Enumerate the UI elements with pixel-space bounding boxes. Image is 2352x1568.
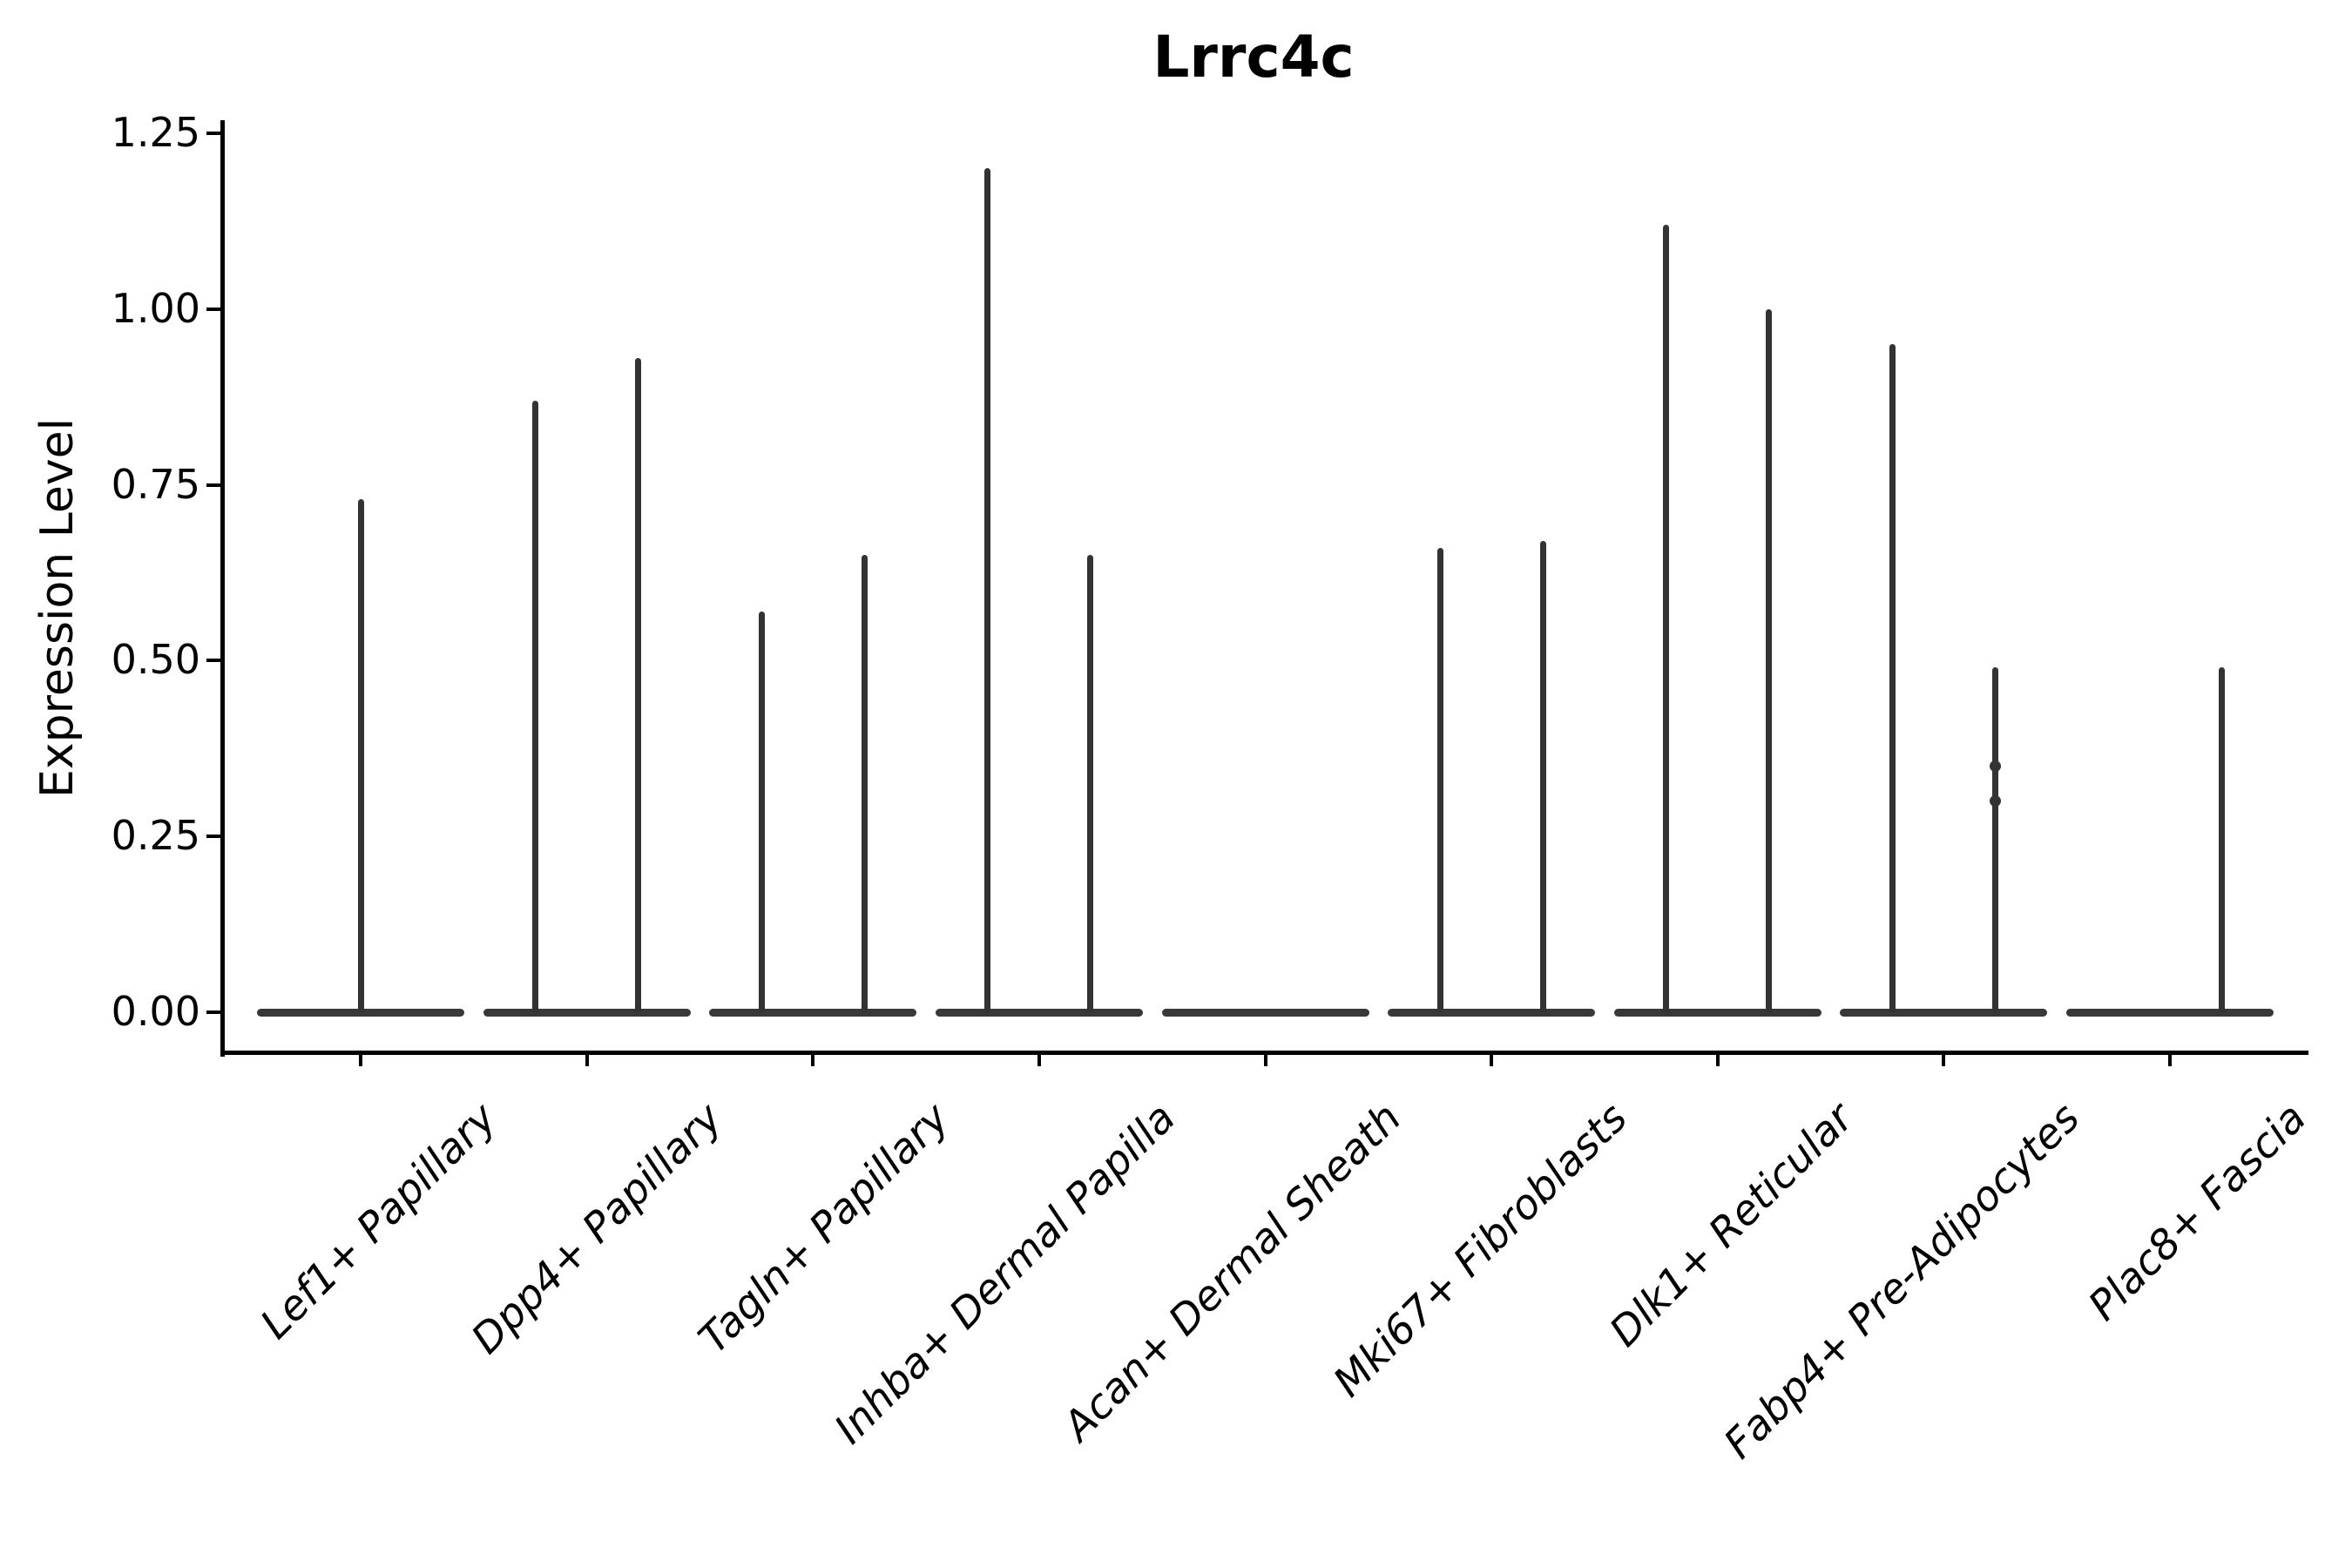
x-tick [2168, 1052, 2172, 1066]
y-tick [206, 1010, 220, 1014]
x-tick-label: Plac8+ Fascia [2078, 1093, 2315, 1330]
violin-spike [357, 498, 364, 1012]
y-tick [206, 659, 220, 663]
y-tick-label: 1.00 [111, 284, 200, 332]
violin-spike [1889, 344, 1896, 1012]
x-tick [811, 1052, 815, 1066]
x-tick [1490, 1052, 1494, 1066]
y-tick [206, 483, 220, 487]
x-tick [1263, 1052, 1267, 1066]
violin-spike [1766, 308, 1773, 1012]
y-axis-spine [220, 120, 225, 1057]
x-tick-label: Dpp4+ Papillary [463, 1093, 733, 1364]
violin-spike [2218, 667, 2225, 1012]
x-tick [1942, 1052, 1946, 1066]
violin-baseline [935, 1008, 1143, 1017]
violin-spike [758, 611, 765, 1012]
y-tick-label: 0.00 [111, 988, 200, 1035]
x-tick [359, 1052, 362, 1066]
chart-title: Lrrc4c [1152, 24, 1355, 91]
y-tick-label: 0.75 [111, 460, 200, 508]
violin-spike [861, 555, 868, 1012]
violin-baseline [257, 1008, 464, 1017]
y-tick-label: 0.25 [111, 812, 200, 860]
x-tick [585, 1052, 589, 1066]
violin-spike [532, 400, 539, 1012]
x-tick [1037, 1052, 1041, 1066]
violin-spike [1991, 667, 1998, 1012]
violin-baseline [1388, 1008, 1596, 1017]
violin-baseline [709, 1008, 917, 1017]
violin-spike [1436, 548, 1443, 1012]
violin-knot [1989, 795, 2001, 808]
violin-spike [1087, 555, 1094, 1012]
y-tick [206, 835, 220, 839]
x-tick-label: Lef1+ Papillary [251, 1093, 506, 1348]
violin-spike [984, 168, 991, 1012]
violin-spike [1539, 541, 1546, 1012]
x-tick-label: Dlk1+ Reticular [1600, 1093, 1863, 1356]
violin-baseline [1161, 1008, 1369, 1017]
violin-baseline [2066, 1008, 2274, 1017]
y-tick [206, 307, 220, 311]
y-tick-label: 1.25 [111, 109, 200, 156]
x-tick-label: Tagln+ Papillary [689, 1093, 959, 1363]
y-tick-label: 0.50 [111, 636, 200, 684]
violin-spike [635, 358, 642, 1012]
violin-baseline [1840, 1008, 2048, 1017]
violin-knot [1989, 760, 2001, 772]
violin-baseline [483, 1008, 691, 1017]
y-tick [206, 132, 220, 135]
violin-baseline [1613, 1008, 1821, 1017]
x-tick [1715, 1052, 1720, 1066]
violin-spike [1663, 224, 1670, 1012]
